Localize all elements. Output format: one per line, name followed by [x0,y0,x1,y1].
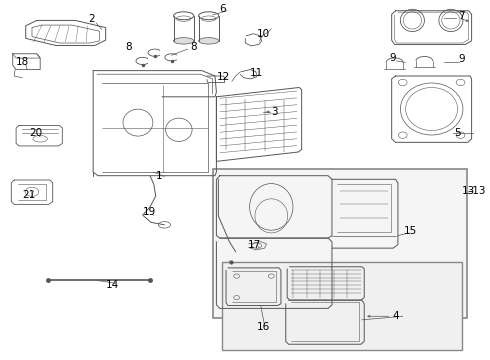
Ellipse shape [173,38,194,44]
Text: 10: 10 [257,30,270,39]
Text: 5: 5 [454,128,461,138]
Text: 8: 8 [190,42,196,51]
Text: 20: 20 [29,128,42,138]
Bar [222,262,462,350]
Text: 16: 16 [256,322,270,332]
Ellipse shape [198,38,219,44]
Text: 6: 6 [219,4,225,14]
Text: 13: 13 [462,186,475,197]
Text: 8: 8 [125,42,132,51]
Text: 3: 3 [271,107,277,117]
Bar [213,169,467,318]
Text: –13: –13 [468,186,486,197]
Text: 19: 19 [143,207,156,217]
Text: 21: 21 [22,190,35,200]
Text: 18: 18 [16,57,29,67]
Text: 4: 4 [392,311,399,320]
Text: 14: 14 [106,280,119,290]
Text: 12: 12 [217,72,230,82]
Text: 1: 1 [156,171,163,181]
Text: 17: 17 [248,240,262,250]
Text: 9: 9 [390,53,396,63]
Text: 7: 7 [458,11,465,21]
Text: 15: 15 [403,226,416,236]
Text: 9: 9 [459,54,466,64]
Text: 2: 2 [88,14,95,24]
Text: 11: 11 [250,68,264,78]
